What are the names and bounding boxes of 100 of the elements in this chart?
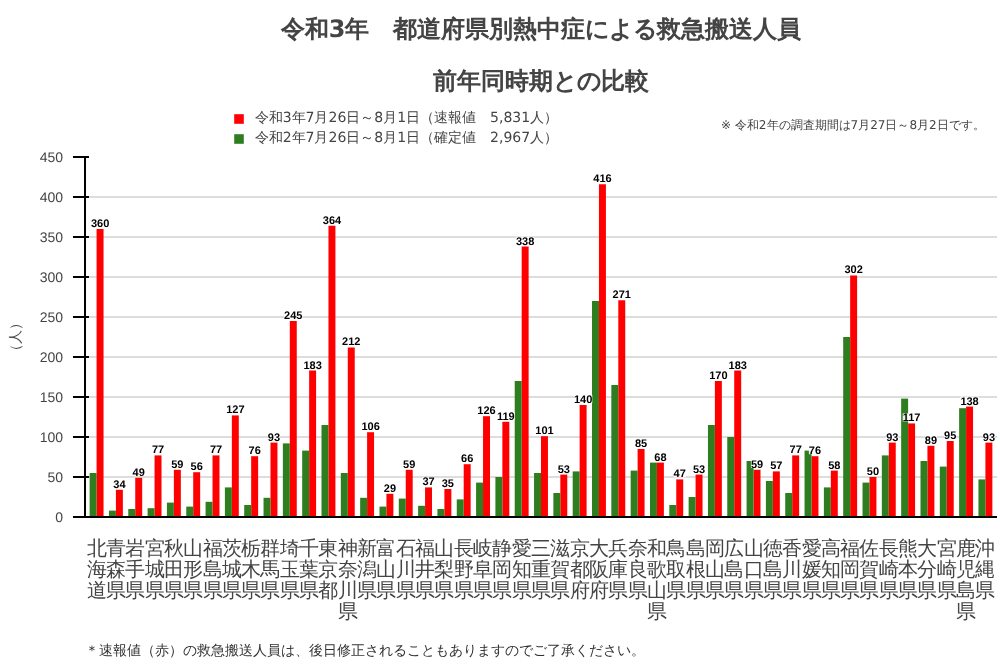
- bar: [746, 461, 754, 517]
- bar: [270, 442, 278, 517]
- bar: [966, 406, 974, 517]
- bar: [386, 493, 394, 517]
- x-tick-label: 和歌山県: [646, 537, 667, 624]
- bar: [135, 477, 143, 517]
- x-tick-label: 京都府: [569, 537, 590, 603]
- x-tick-label: 兵庫県: [608, 537, 629, 603]
- bar: [289, 321, 297, 517]
- bar: [676, 479, 684, 517]
- bar: [792, 455, 800, 517]
- bar: [618, 300, 626, 517]
- bar: [282, 443, 290, 517]
- x-tick-label: 群馬県: [258, 537, 281, 603]
- bar: [360, 497, 368, 517]
- x-tick-label: 大分県: [917, 537, 938, 603]
- x-tick-label: 青森県: [105, 537, 126, 603]
- x-tick-label: 山梨県: [434, 537, 455, 603]
- bar: [483, 416, 490, 517]
- bar: [367, 432, 375, 517]
- x-tick-label: 神奈川県: [337, 537, 358, 624]
- bar: [920, 461, 928, 517]
- bar: [656, 462, 664, 517]
- bar: [560, 474, 568, 517]
- bar: [572, 471, 580, 517]
- x-tick-label: 長崎県: [878, 539, 899, 603]
- x-tick-label: 富山県: [376, 537, 397, 603]
- x-tick-label: 栃木県: [241, 537, 262, 603]
- bar: [328, 225, 336, 517]
- bar: [115, 489, 123, 517]
- x-tick-label: 熊本県: [898, 537, 919, 603]
- x-tick-label: 奈良県: [627, 539, 648, 603]
- bar: [154, 455, 162, 517]
- x-tick-label: 宮城県: [142, 537, 165, 603]
- bar: [959, 408, 967, 517]
- x-tick-label: 香川県: [782, 537, 803, 603]
- bar: [340, 473, 348, 517]
- bar: [688, 497, 696, 517]
- bar: [476, 482, 484, 517]
- x-tick-label: 徳島県: [762, 539, 783, 603]
- bar: [630, 470, 638, 517]
- x-tick-label: 大阪府: [588, 537, 609, 603]
- bar: [850, 275, 858, 517]
- bar: [707, 425, 715, 517]
- bar: [579, 405, 587, 517]
- x-tick-label: 福島県: [202, 537, 223, 603]
- bar: [765, 481, 773, 517]
- x-tick-label: 静岡県: [492, 537, 513, 603]
- bar: [231, 415, 239, 517]
- bar: [553, 493, 561, 517]
- bar: [205, 501, 213, 517]
- bar: [985, 442, 993, 517]
- x-tick-label: 千葉県: [299, 537, 320, 603]
- bar: [908, 423, 916, 517]
- bar: [823, 487, 831, 517]
- x-tick-label: 三重県: [531, 539, 551, 603]
- x-tick-label: 滋賀県: [550, 537, 571, 603]
- bar: [611, 385, 619, 517]
- x-tick-label: 岡山県: [704, 539, 725, 603]
- bar: [637, 449, 645, 517]
- x-tick-label: 佐賀県: [859, 539, 880, 603]
- bar: [514, 381, 522, 517]
- x-tick-label: 長野県: [453, 539, 474, 603]
- bar: [444, 489, 452, 517]
- bar: [405, 469, 413, 517]
- x-tick-label: 鳥取県: [664, 537, 687, 603]
- x-tick-label: 新潟県: [357, 537, 378, 603]
- bar: [927, 445, 935, 517]
- x-tick-label: 山形県: [183, 537, 204, 603]
- bar: [502, 421, 510, 517]
- bar: [881, 455, 889, 517]
- bar: [830, 470, 838, 517]
- x-tick-label: 宮崎県: [936, 537, 957, 603]
- bar: [456, 499, 464, 517]
- bar: [347, 347, 355, 517]
- bar: [495, 477, 503, 517]
- bar: [978, 479, 986, 517]
- bar: [888, 442, 896, 517]
- bar: [734, 370, 742, 517]
- bar: [541, 436, 548, 517]
- bar: [96, 229, 104, 517]
- chart-title: 令和3年 都道府県別熱中症による救急搬送人員: [278, 15, 804, 43]
- bar: [785, 493, 793, 517]
- bar: [521, 246, 529, 517]
- bar: [804, 450, 812, 517]
- x-tick-label: 北海道: [86, 537, 107, 603]
- bar: [251, 456, 259, 517]
- x-tick-label: 山口県: [743, 537, 764, 603]
- bar: [309, 370, 317, 517]
- x-tick-label: 沖縄県: [973, 537, 996, 603]
- x-tick-label: 島根県: [685, 537, 706, 603]
- x-tick-label: 東京都: [318, 537, 339, 603]
- x-tick-label: 高知県: [820, 537, 841, 603]
- x-tick-label: 福井県: [415, 537, 436, 603]
- x-tick-label: 埼玉県: [277, 537, 300, 603]
- bar: [244, 505, 252, 517]
- x-tick-label: 石川県: [395, 539, 416, 603]
- bar: [89, 473, 97, 517]
- bar: [772, 471, 780, 517]
- bar: [727, 437, 735, 517]
